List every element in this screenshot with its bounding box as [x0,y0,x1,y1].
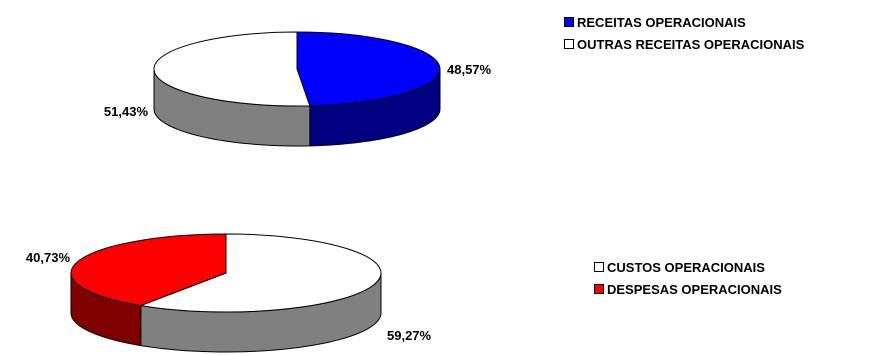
legend-receitas: RECEITAS OPERACIONAIS OUTRAS RECEITAS OP… [564,11,804,55]
legend-item-receitas-operacionais: RECEITAS OPERACIONAIS [564,11,804,33]
pie-value-label-custos-operacionais: 59,27% [387,328,432,343]
legend-swatch-white [594,262,604,272]
pie-slice-custos-operacionais [140,233,382,313]
legend-label: CUSTOS OPERACIONAIS [607,259,765,275]
pie-slice-outras-receitas-operacionais [153,31,311,107]
legend-item-custos-operacionais: CUSTOS OPERACIONAIS [594,256,782,278]
legend-item-outras-receitas: OUTRAS RECEITAS OPERACIONAIS [564,33,804,55]
pie-chart-custos-despesas: 59,27% 40,73% [26,233,432,353]
pie-value-label-outras-receitas-operacionais: 51,43% [104,104,149,119]
pie-slice-despesas-operacionais [70,233,227,307]
legend-swatch-blue [564,17,574,27]
legend-label: OUTRAS RECEITAS OPERACIONAIS [577,36,805,52]
legend-custos-despesas: CUSTOS OPERACIONAIS DESPESAS OPERACIONAI… [594,256,782,300]
legend-label: DESPESAS OPERACIONAIS [607,281,782,297]
legend-swatch-white [564,39,574,49]
legend-label: RECEITAS OPERACIONAIS [577,14,746,30]
pie-chart-receitas: 48,57% 51,43% [104,31,492,147]
pie-value-label-despesas-operacionais: 40,73% [26,250,71,265]
legend-swatch-red [594,284,604,294]
legend-item-despesas-operacionais: DESPESAS OPERACIONAIS [594,278,782,300]
pie-value-label-receitas-operacionais: 48,57% [447,62,492,77]
pie-slice-receitas-operacionais [296,31,441,107]
